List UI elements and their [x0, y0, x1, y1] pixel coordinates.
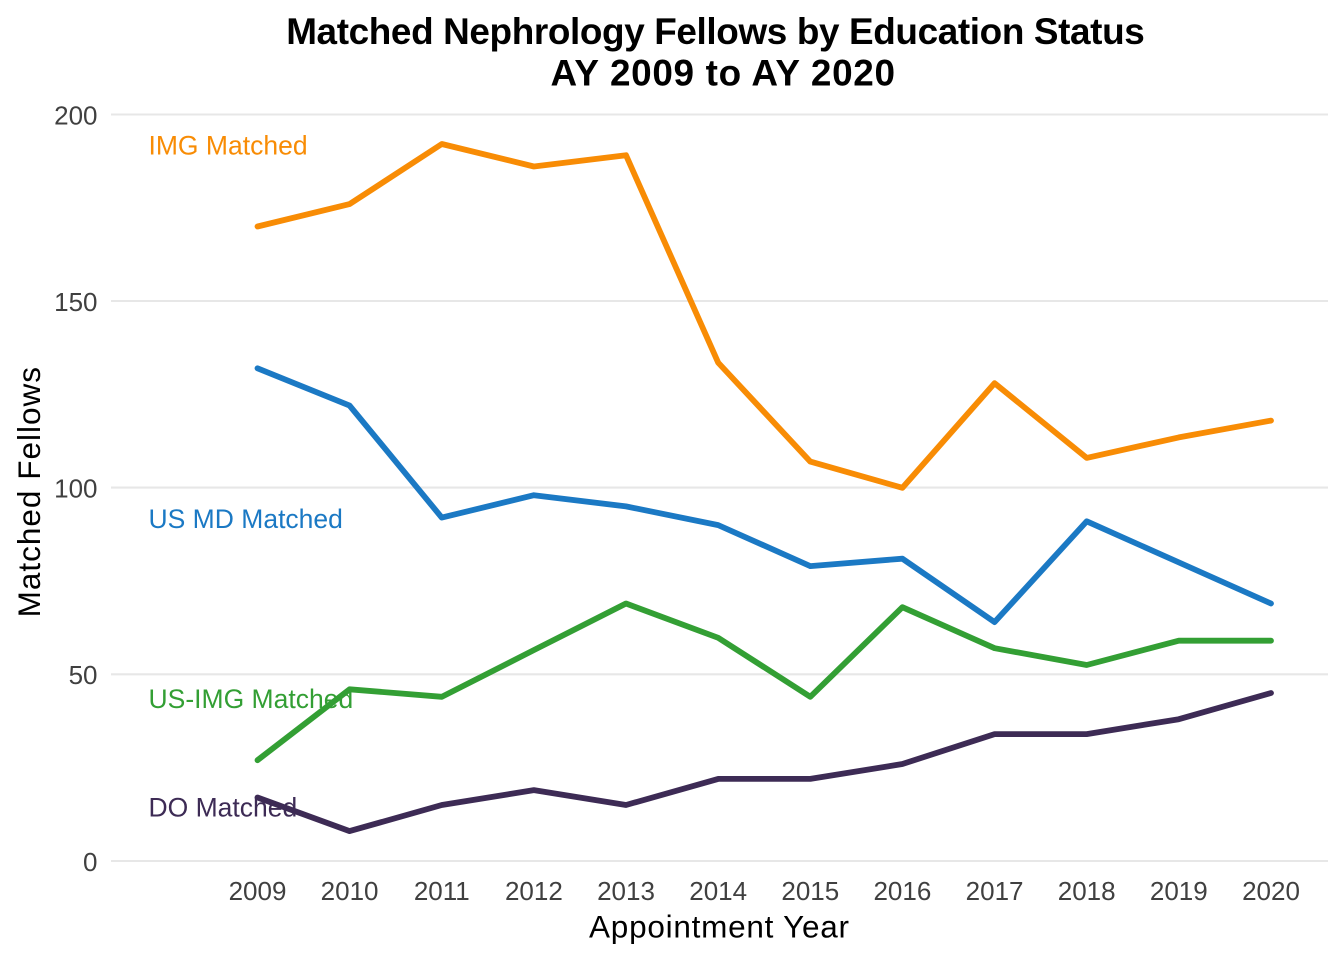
svg-text:US MD Matched: US MD Matched: [149, 504, 343, 534]
svg-text:Matched Fellows: Matched Fellows: [11, 366, 47, 617]
svg-text:2011: 2011: [414, 876, 470, 906]
svg-text:Matched Nephrology Fellows by: Matched Nephrology Fellows by Education …: [286, 11, 1144, 52]
svg-text:150: 150: [54, 287, 97, 317]
svg-text:IMG Matched: IMG Matched: [149, 131, 308, 161]
svg-text:Appointment Year: Appointment Year: [589, 909, 850, 945]
svg-text:2020: 2020: [1242, 876, 1300, 906]
svg-text:200: 200: [54, 100, 97, 130]
svg-text:2014: 2014: [689, 876, 747, 906]
svg-text:100: 100: [54, 473, 97, 503]
svg-text:0: 0: [83, 847, 97, 877]
svg-text:2019: 2019: [1150, 876, 1208, 906]
svg-text:2015: 2015: [781, 876, 839, 906]
svg-text:2013: 2013: [597, 876, 655, 906]
svg-text:2018: 2018: [1058, 876, 1116, 906]
svg-text:AY 2009 to AY 2020: AY 2009 to AY 2020: [550, 52, 895, 93]
svg-text:2009: 2009: [229, 876, 287, 906]
svg-text:US-IMG Matched: US-IMG Matched: [149, 684, 354, 714]
svg-text:2016: 2016: [873, 876, 931, 906]
svg-text:50: 50: [69, 660, 98, 690]
svg-text:DO Matched: DO Matched: [149, 793, 298, 823]
svg-text:2010: 2010: [321, 876, 379, 906]
svg-text:2012: 2012: [505, 876, 563, 906]
svg-text:2017: 2017: [966, 876, 1024, 906]
